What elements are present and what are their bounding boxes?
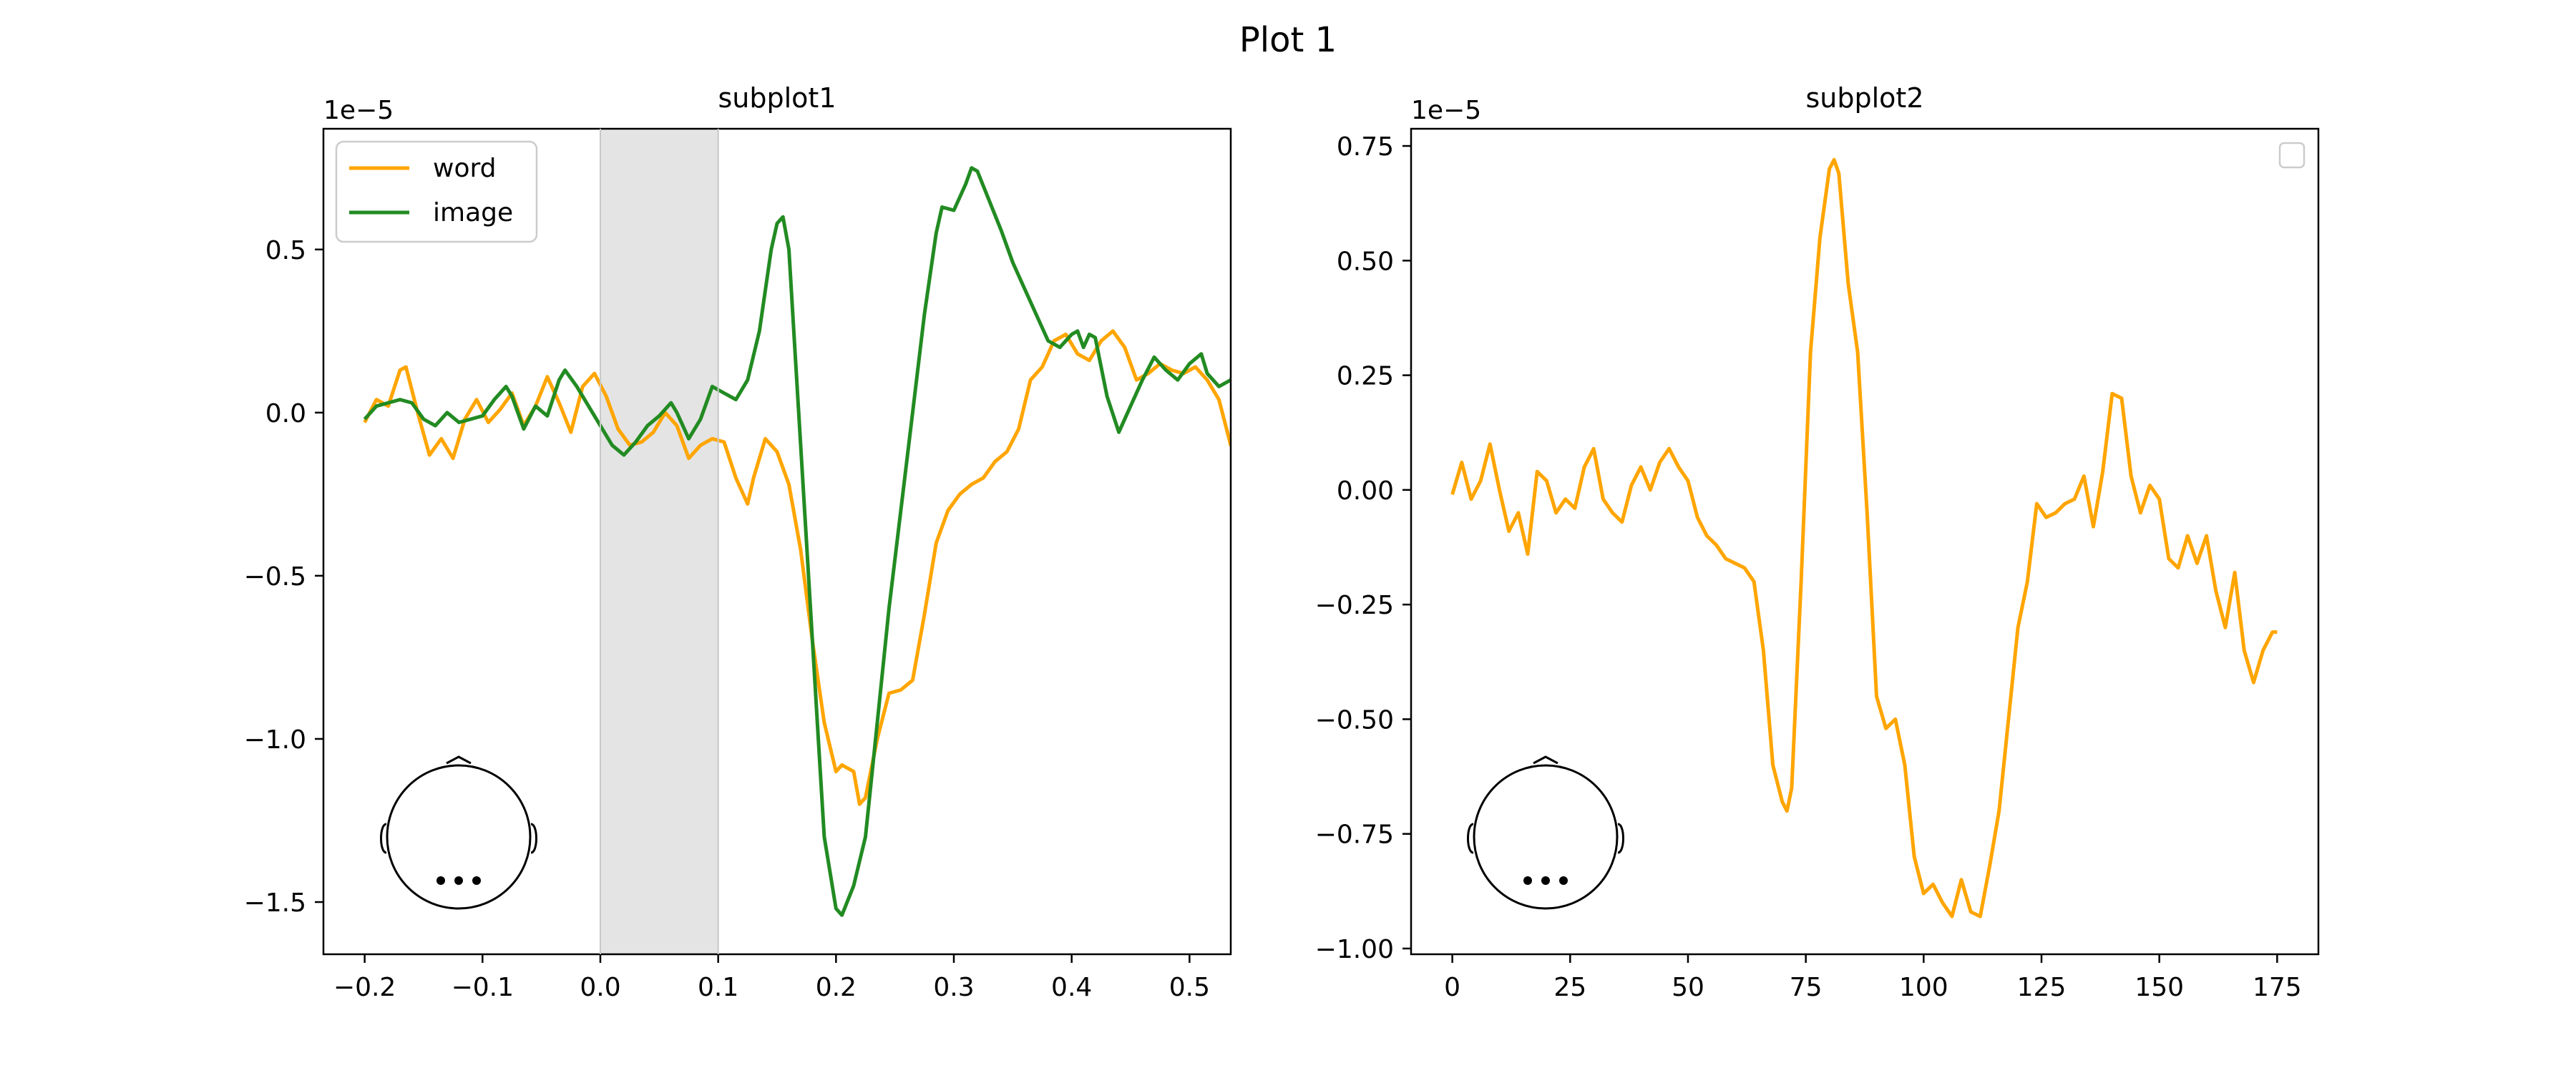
- subplot2-offset-label: 1e−5: [1411, 96, 1481, 125]
- subplot2-ytick-label: 0.25: [1337, 362, 1394, 391]
- subplot1-title: subplot1: [718, 82, 836, 114]
- subplot1-ticks: −0.2 −0.1 0.0 0.1 0.2 0.3 0.4 0.5 −1.5 −1.0 −0.5 0.…: [244, 236, 1210, 1002]
- subplot1-offset-label: 1e−5: [323, 96, 394, 125]
- subplot2-xtick-label: 50: [1672, 973, 1704, 1002]
- subplot1-ytick-label: −1.5: [244, 888, 306, 918]
- subplot1-ytick-label: −0.5: [244, 562, 306, 592]
- subplot2-xtick-label: 25: [1553, 973, 1586, 1002]
- subplot1-legend: word image: [335, 140, 538, 243]
- subplot1-ytick-label: −1.0: [244, 725, 306, 755]
- subplot1-xtick-label: 0.5: [1169, 973, 1210, 1002]
- subplot1-shaded-region: [600, 129, 718, 954]
- subplot1-xtick-label: 0.0: [580, 973, 620, 1002]
- subplot2-ytick-label: −0.75: [1315, 820, 1394, 850]
- subplot2-xtick-label: 0: [1444, 973, 1460, 1002]
- subplot1-xtick-label: 0.4: [1051, 973, 1092, 1002]
- figure-title: Plot 1: [1239, 20, 1337, 60]
- subplot2-series-line-line: [1450, 157, 2278, 918]
- subplot1-xtick-label: 0.1: [698, 973, 738, 1002]
- subplot2-ytick-label: 0.50: [1337, 247, 1394, 276]
- subplot2-xtick-label: 100: [1899, 973, 1948, 1002]
- subplot1-series-image-line: [363, 166, 1231, 917]
- subplot2-ytick-label: −0.50: [1315, 705, 1394, 735]
- subplot1-xtick-label: −0.2: [333, 973, 396, 1002]
- subplot2-ytick-label: −1.00: [1315, 935, 1394, 964]
- subplot1-series-word-line: [363, 329, 1231, 806]
- subplot2-series-lines: [1450, 157, 2278, 918]
- subplot1-ytick-label: 0.5: [265, 236, 306, 265]
- subplot1-legend-label-word: word: [433, 154, 497, 183]
- subplot2-ytick-label: 0.00: [1337, 476, 1394, 506]
- subplot2-xtick-label: 125: [2017, 973, 2067, 1002]
- subplot1-series-lines: [363, 166, 1231, 917]
- subplot1-ytick-label: 0.0: [265, 399, 306, 428]
- subplot2-ticks: 0 25 50 75 100 125 150 175 −1.00 −0.75 −0.50 −0.25 0…: [1315, 132, 2302, 1002]
- subplot2-xtick-label: 75: [1790, 973, 1823, 1002]
- subplot1-head-sensor-icon: [380, 755, 537, 910]
- subplot2-empty-legend-box: [2278, 142, 2306, 169]
- subplot2-head-sensor-icon: [1467, 755, 1624, 910]
- subplot1-xtick-label: 0.2: [816, 973, 857, 1002]
- subplot2-axes: 0 25 50 75 100 125 150 175 −1.00 −0.75 −0.50 −0.25 0…: [1315, 82, 2320, 1002]
- subplot1-axes: −0.2 −0.1 0.0 0.1 0.2 0.3 0.4 0.5 −1.5 −1.0 −0.5 0.…: [244, 82, 1232, 1002]
- subplot1-xtick-label: −0.1: [452, 973, 514, 1002]
- subplot2-frame: [1410, 127, 2320, 956]
- subplot1-legend-label-image: image: [433, 198, 513, 227]
- subplot1-frame: [322, 127, 1232, 956]
- subplot2-xtick-label: 175: [2253, 973, 2302, 1002]
- subplot2-title: subplot2: [1805, 82, 1923, 114]
- subplot2-ytick-label: 0.75: [1337, 132, 1394, 162]
- subplot2-xtick-label: 150: [2135, 973, 2184, 1002]
- subplot1-xtick-label: 0.3: [933, 973, 974, 1002]
- subplot2-ytick-label: −0.25: [1315, 591, 1394, 620]
